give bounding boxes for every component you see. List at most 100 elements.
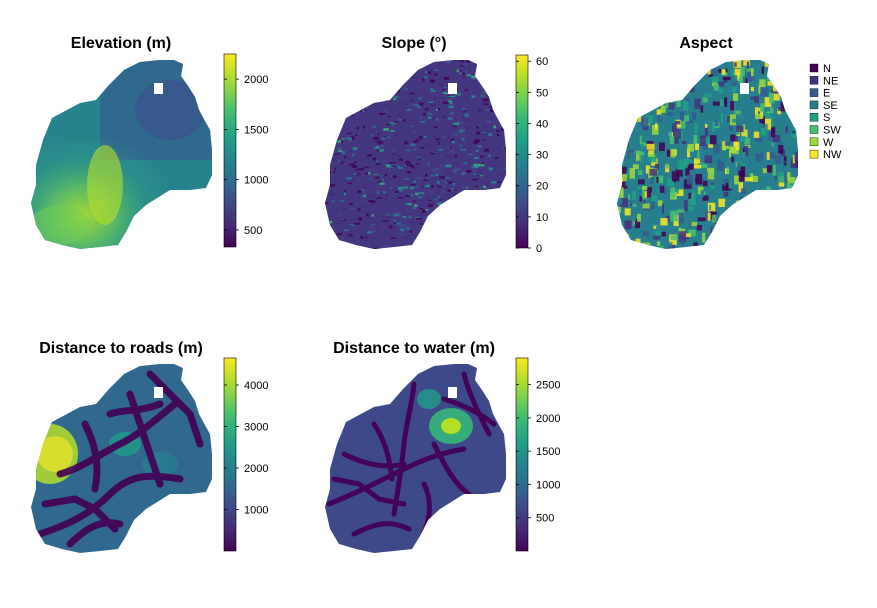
- slope-cell: [389, 97, 394, 99]
- aspect-cell: [740, 135, 746, 142]
- slope-cell: [437, 202, 442, 206]
- slope-cell: [459, 60, 465, 62]
- aspect-cell: [657, 200, 663, 207]
- slope-cell: [406, 107, 411, 111]
- slope-cell: [402, 94, 407, 98]
- slope-cell: [465, 61, 468, 64]
- aspect-cell: [656, 80, 663, 90]
- slope-cell: [501, 197, 506, 199]
- slope-cell: [331, 206, 336, 208]
- slope-cell: [465, 70, 469, 71]
- slope-cell: [340, 80, 343, 83]
- aspect-cell: [642, 186, 648, 190]
- slope-cell: [449, 102, 453, 105]
- slope-cell: [435, 199, 439, 201]
- aspect-cell: [687, 69, 693, 77]
- aspect-cell: [657, 85, 665, 95]
- slope-cell: [494, 55, 498, 56]
- aspect-cell: [646, 63, 651, 69]
- slope-cell: [395, 232, 400, 235]
- slope-cell: [379, 149, 384, 152]
- aspect-cell: [766, 72, 769, 81]
- slope-cell: [321, 92, 325, 93]
- aspect-cell: [772, 236, 776, 245]
- aspect-cell: [753, 96, 759, 104]
- aspect-cell: [682, 249, 687, 258]
- slope-cell: [486, 239, 490, 242]
- aspect-cell: [688, 206, 694, 211]
- aspect-cell: [720, 233, 728, 243]
- slope-cell: [453, 251, 458, 253]
- aspect-cell: [617, 220, 622, 230]
- aspect-cell: [711, 69, 718, 74]
- slope-cell: [415, 245, 421, 247]
- aspect-cell: [666, 112, 674, 116]
- slope-cell: [373, 57, 378, 59]
- slope-cell: [382, 161, 386, 165]
- slope-cell: [410, 100, 413, 102]
- slope-cell: [448, 155, 455, 158]
- aspect-cell: [697, 150, 700, 160]
- slope-cell: [495, 64, 500, 66]
- aspect-cell: [791, 133, 797, 138]
- slope-cell: [355, 134, 358, 136]
- slope-cell: [480, 150, 486, 152]
- slope-cell: [409, 92, 415, 95]
- slope-cell: [453, 213, 456, 216]
- aspect-cell: [676, 189, 684, 196]
- aspect-cell: [748, 218, 756, 224]
- aspect-cell: [622, 89, 631, 95]
- slope-cell: [476, 132, 480, 134]
- slope-cell: [414, 204, 418, 208]
- aspect-cell: [799, 75, 804, 83]
- slope-cell: [335, 66, 339, 69]
- aspect-cell: [769, 151, 776, 159]
- slope-cell: [331, 207, 334, 209]
- slope-cell: [439, 218, 445, 221]
- slope-cell: [455, 92, 461, 96]
- slope-cell: [482, 100, 488, 103]
- slope-cell: [477, 125, 481, 126]
- slope-cell: [373, 173, 379, 176]
- aspect-cell: [714, 56, 716, 60]
- aspect-cell: [711, 245, 715, 249]
- slope-cell: [415, 163, 420, 165]
- slope-cell: [412, 207, 417, 210]
- slope-cell: [344, 78, 347, 80]
- slope-cell: [505, 166, 506, 168]
- slope-cell: [489, 101, 493, 104]
- aspect-cell: [625, 74, 632, 85]
- aspect-cell: [662, 248, 668, 249]
- slope-cell: [428, 116, 432, 119]
- aspect-cell: [765, 214, 773, 221]
- slope-cell: [444, 87, 450, 88]
- aspect-cell: [786, 61, 792, 69]
- aspect-cell: [778, 95, 784, 101]
- aspect-cell: [724, 201, 733, 210]
- slope-cell: [410, 62, 414, 65]
- slope-cell: [325, 100, 329, 103]
- slope-cell: [319, 239, 322, 242]
- aspect-cell: [617, 157, 620, 162]
- aspect-cell: [694, 69, 702, 79]
- slope-cell: [493, 56, 496, 59]
- slope-cell: [338, 159, 341, 163]
- slope-cell: [419, 86, 425, 88]
- aspect-cell: [734, 62, 737, 67]
- stream-line: [331, 476, 407, 507]
- colorbar-tick-label: 20: [536, 181, 548, 193]
- slope-cell: [413, 104, 419, 106]
- slope-cell: [415, 139, 422, 141]
- colorbar-tick-label: 1000: [244, 175, 268, 187]
- slope-cell: [399, 167, 404, 169]
- aspect-cell: [771, 142, 775, 147]
- slope-cell: [495, 204, 499, 207]
- slope-cell: [471, 95, 476, 98]
- aspect-cell: [719, 236, 724, 247]
- slope-cell: [424, 71, 428, 73]
- slope-cell: [421, 232, 425, 235]
- slope-cell: [335, 64, 338, 67]
- slope-cell: [367, 250, 370, 252]
- slope-cell: [367, 177, 374, 180]
- slope-cell: [482, 185, 487, 189]
